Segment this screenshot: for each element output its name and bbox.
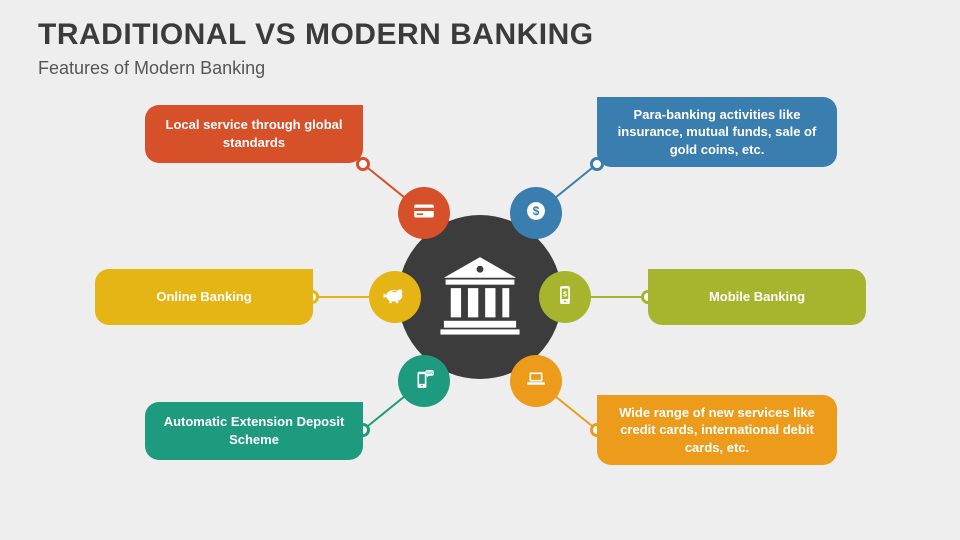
feature-card-local-service: Local service through global standards (145, 105, 363, 163)
spoke-online-banking (369, 271, 421, 323)
feature-card-wide-range: Wide range of new services like credit c… (597, 395, 837, 465)
feature-label: Wide range of new services like credit c… (613, 404, 821, 457)
spoke-mobile-banking: $ (539, 271, 591, 323)
feature-card-online-banking: Online Banking (95, 269, 313, 325)
svg-text:$: $ (533, 204, 540, 218)
spoke-local-service (398, 187, 450, 239)
spoke-wide-range (510, 355, 562, 407)
dollar-icon: $ (523, 198, 549, 229)
feature-card-mobile-banking: Mobile Banking (648, 269, 866, 325)
bank-icon (437, 252, 523, 343)
feature-label: Para-banking activities like insurance, … (613, 106, 821, 159)
spoke-auto-extension: SMS (398, 355, 450, 407)
svg-text:$: $ (563, 289, 567, 298)
feature-label: Automatic Extension Deposit Scheme (161, 413, 347, 448)
sms-phone-icon: SMS (411, 366, 437, 397)
feature-card-para-banking: Para-banking activities like insurance, … (597, 97, 837, 167)
credit-card-icon (411, 198, 437, 229)
diagram-stage: Local service through global standards $ P… (0, 0, 960, 540)
svg-text:SMS: SMS (426, 371, 434, 375)
feature-label: Local service through global standards (161, 116, 347, 151)
feature-card-auto-extension: Automatic Extension Deposit Scheme (145, 402, 363, 460)
piggy-icon (382, 282, 408, 313)
spoke-para-banking: $ (510, 187, 562, 239)
feature-label: Online Banking (156, 288, 251, 306)
laptop-icon (523, 366, 549, 397)
feature-label: Mobile Banking (709, 288, 805, 306)
phone-icon: $ (552, 282, 578, 313)
